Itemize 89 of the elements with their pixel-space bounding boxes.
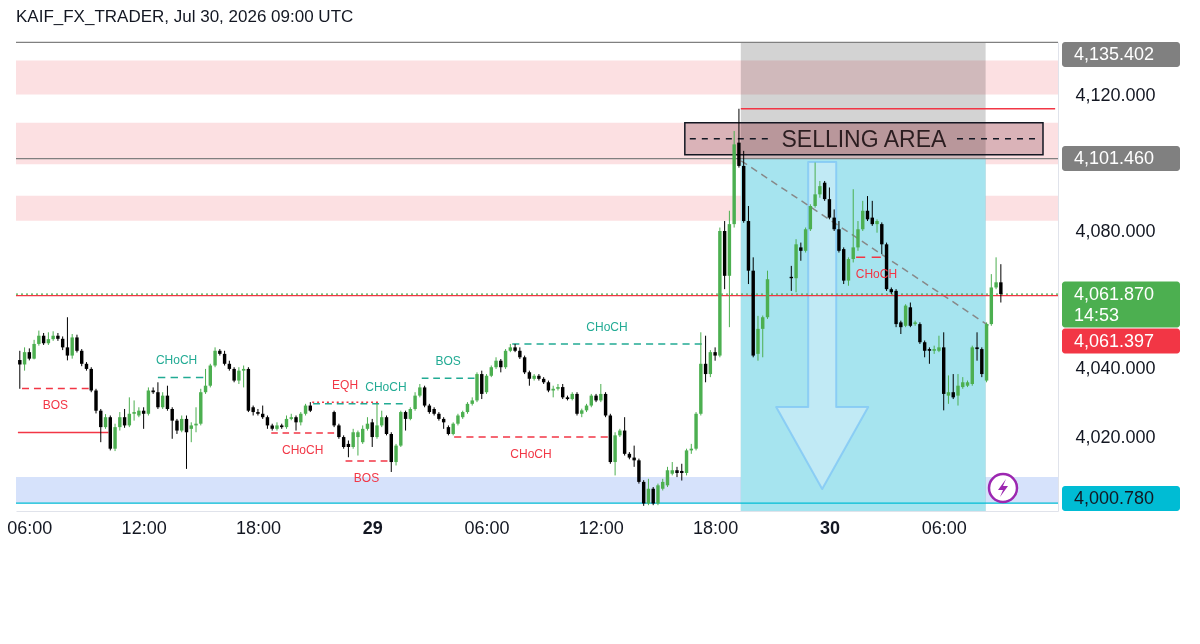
candlestick: [675, 466, 679, 478]
candlestick: [370, 418, 374, 448]
candlestick: [856, 220, 860, 252]
candlestick: [37, 330, 41, 347]
candlestick: [827, 186, 832, 220]
candlestick: [256, 408, 260, 416]
candlestick: [813, 162, 817, 209]
x-tick-label: 12:00: [578, 517, 624, 538]
candlestick: [494, 356, 498, 370]
candlestick: [56, 332, 60, 342]
y-tick-label: 4,020.000: [1075, 426, 1156, 447]
x-tick-label: 06:00: [921, 517, 967, 538]
series-label: CHoCH: [365, 379, 407, 394]
candlestick: [18, 350, 22, 390]
x-tick-label: 06:00: [464, 517, 510, 538]
candlestick: [241, 365, 246, 388]
candlestick: [513, 343, 517, 353]
series-label: CHoCH: [586, 319, 628, 334]
candlestick: [213, 346, 217, 368]
candlestick: [594, 393, 598, 403]
candlestick: [832, 208, 836, 232]
candlestick: [65, 316, 70, 361]
band-label: SELLING AREA: [781, 125, 948, 152]
candlestick: [656, 483, 660, 506]
x-tick-label: 18:00: [693, 517, 739, 538]
candlestick: [946, 374, 951, 405]
candlestick: [799, 242, 803, 262]
ref-line-label: 4,000.780: [1074, 488, 1155, 508]
series-label: CHoCH: [282, 442, 324, 457]
candlestick: [70, 333, 74, 360]
candlestick: [422, 385, 427, 408]
candlestick: [170, 406, 174, 440]
x-tick-label: 06:00: [7, 517, 53, 538]
candlestick: [413, 391, 417, 412]
candlestick: [537, 373, 541, 382]
ref-line-label: 4,061.397: [1074, 330, 1155, 351]
candlestick: [518, 346, 522, 360]
series-label: EQH: [332, 378, 359, 393]
candlestick: [94, 388, 98, 414]
candlestick: [189, 421, 193, 443]
candlestick: [294, 414, 298, 432]
candlestick: [575, 391, 579, 416]
candlestick: [637, 458, 641, 485]
candlestick: [851, 188, 855, 263]
candlestick: [999, 263, 1003, 304]
ref-line-label: 4,061.870 14:53: [1074, 283, 1155, 325]
y-tick-label: 4,040.000: [1075, 358, 1156, 379]
candlestick: [818, 180, 822, 199]
candlestick: [618, 428, 622, 438]
candlestick: [156, 381, 160, 410]
candlestick: [394, 443, 398, 466]
candlestick: [913, 320, 917, 327]
candlestick: [532, 373, 536, 382]
candlestick: [956, 373, 960, 407]
chart-title: KAIF_FX_TRADER, Jul 30, 2026 09:00 UTC: [16, 6, 354, 26]
ref-line-label: 4,135.402: [1074, 44, 1155, 64]
x-tick-label: 12:00: [121, 517, 167, 538]
y-tick-label: 4,080.000: [1075, 221, 1156, 242]
series-label: BOS: [42, 398, 69, 413]
ref-line-label: 4,101.460: [1074, 148, 1155, 169]
candlestick: [761, 315, 765, 358]
candlestick: [875, 218, 879, 234]
series-label: CHoCH: [510, 447, 552, 462]
candlestick: [908, 302, 913, 328]
candlestick: [556, 383, 560, 391]
candlestick: [599, 383, 603, 403]
candlestick: [375, 403, 379, 440]
candlestick: [146, 386, 151, 416]
candlestick: [403, 410, 408, 432]
candlestick: [684, 448, 689, 476]
candlestick: [713, 346, 717, 362]
y-tick-label: 4,120.000: [1075, 84, 1156, 105]
x-tick-label: 18:00: [235, 517, 281, 538]
candlestick: [275, 421, 279, 432]
series-label: CHoCH: [155, 353, 198, 368]
candlestick: [113, 423, 117, 452]
candlestick: [918, 321, 922, 345]
candlestick: [994, 256, 998, 290]
x-tick-label: 30: [819, 517, 840, 538]
series-label: BOS: [435, 354, 461, 369]
candlestick: [975, 331, 979, 362]
candlestick: [118, 411, 122, 432]
candlestick: [651, 486, 655, 506]
x-tick-label: 29: [362, 517, 383, 538]
candlestick: [51, 330, 55, 342]
candlestick: [927, 346, 932, 365]
series-label: BOS: [353, 471, 380, 486]
candlestick: [737, 108, 741, 169]
candlestick: [880, 221, 884, 255]
